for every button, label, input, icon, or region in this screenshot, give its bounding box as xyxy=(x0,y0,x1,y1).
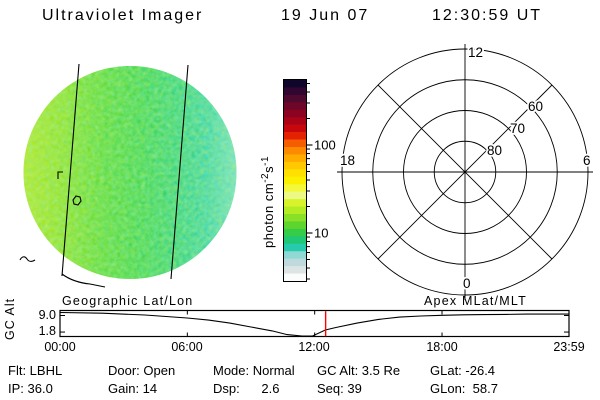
orbit-title-right: Apex MLat/MLT xyxy=(424,294,527,308)
status-glat: GLat: -26.4 xyxy=(430,363,496,378)
mlat-label-70: 70 xyxy=(510,121,525,136)
header-title: Ultraviolet Imager xyxy=(42,7,204,24)
status-ip: IP: 36.0 xyxy=(8,381,53,396)
mlt-label-18: 18 xyxy=(340,153,355,168)
orbit-curve-group xyxy=(59,311,569,337)
xtick-2359: 23:59 xyxy=(553,340,585,354)
status-dsp: Dsp: 2.6 xyxy=(213,381,280,396)
coastline-limb xyxy=(61,273,106,288)
geo-grid-overlay xyxy=(19,63,189,288)
status-flt: Flt: LBHL xyxy=(8,363,63,378)
meridian-line-west xyxy=(61,63,80,277)
mlat-label-60: 60 xyxy=(528,99,543,114)
coastline-fragment xyxy=(57,171,63,179)
xtick-1800: 18:00 xyxy=(426,340,458,354)
mlt-label-0: 0 xyxy=(463,276,471,291)
header-time: 12:30:59 UT xyxy=(432,7,543,24)
orbit-ylabel: GC Alt xyxy=(3,297,17,340)
colorbar-ticks: 100 10 xyxy=(306,82,336,280)
mlat-label-80: 80 xyxy=(487,143,502,158)
header-date: 19 Jun 07 xyxy=(281,7,370,24)
uv-disk-speckle xyxy=(23,66,237,279)
orbit-altitude-curve xyxy=(59,311,569,337)
orbit-axis-ticks xyxy=(59,310,570,337)
status-seq: Seq: 39 xyxy=(317,381,362,396)
colorbar: 100 10 photon cm-2s-1 xyxy=(260,79,336,282)
status-gcalt: GC Alt: 3.5 Re xyxy=(317,363,401,378)
colorbar-tick-label-100: 100 xyxy=(314,138,336,153)
status-door: Door: Open xyxy=(108,363,176,378)
colorbar-tick-label-10: 10 xyxy=(314,226,328,241)
meridian-line-east xyxy=(170,64,189,280)
orbit-title-left: Geographic Lat/Lon xyxy=(62,294,194,308)
status-gain: Gain: 14 xyxy=(108,381,158,396)
xtick-1200: 12:00 xyxy=(298,340,330,354)
xtick-0000: 00:00 xyxy=(44,340,76,354)
orbit-plot xyxy=(59,309,570,338)
polar-diagonal-nw-se xyxy=(377,84,553,260)
colorbar-gradient xyxy=(284,80,306,282)
island-outline xyxy=(72,195,82,206)
status-glon: GLon: 58.7 xyxy=(430,381,498,396)
mlt-label-6: 6 xyxy=(583,153,591,168)
ytick-9.0: 9.0 xyxy=(38,308,56,322)
uv-disk-image xyxy=(19,63,237,288)
xtick-0600: 06:00 xyxy=(171,340,203,354)
coastline-squiggle xyxy=(19,256,36,262)
polar-grid: 12 18 6 0 80 70 60 xyxy=(337,43,593,300)
status-mode: Mode: Normal xyxy=(213,363,295,378)
mlt-label-12: 12 xyxy=(468,45,483,60)
colorbar-unit-label: photon cm-2s-1 xyxy=(260,156,276,248)
ytick-1.8: 1.8 xyxy=(38,324,56,338)
